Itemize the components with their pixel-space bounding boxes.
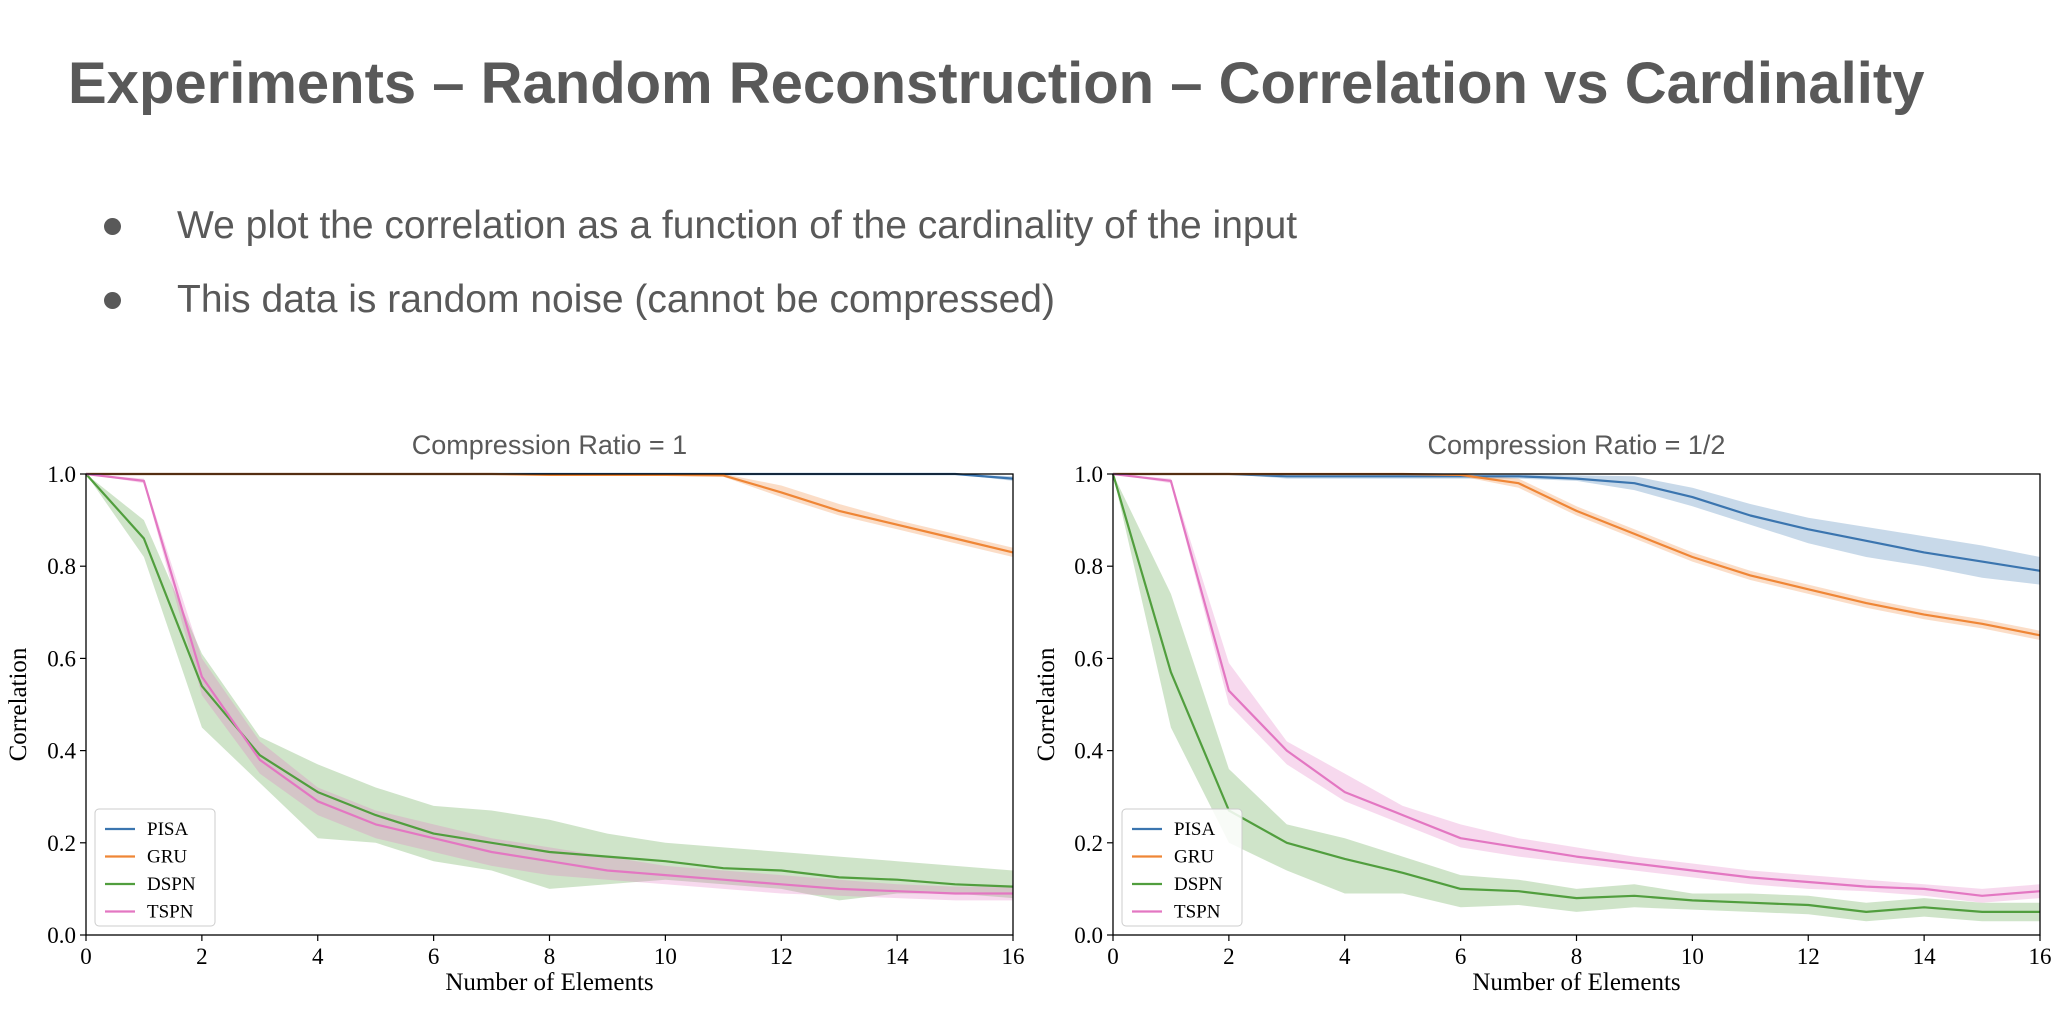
x-tick-label: 16	[1002, 944, 1025, 969]
legend-label-gru: GRU	[1174, 847, 1214, 868]
series-line-pisa	[1113, 472, 2041, 572]
y-tick-label: 1.0	[47, 462, 76, 487]
x-tick-label: 14	[1913, 944, 1937, 969]
y-tick-label: 0.4	[47, 739, 76, 764]
band-tspn	[1113, 474, 2040, 903]
bullet-dot-icon	[104, 292, 121, 309]
x-tick-label: 10	[654, 944, 677, 969]
legend-box	[1121, 808, 1243, 927]
x-tick-label: 10	[1681, 944, 1704, 969]
bullet-text: This data is random noise (cannot be com…	[177, 278, 1055, 321]
band-tspn	[86, 474, 1013, 901]
x-tick-label: 12	[1797, 944, 1820, 969]
legend-label-tspn: TSPN	[147, 902, 194, 923]
x-tick-label: 4	[312, 944, 324, 969]
y-tick-label: 0.8	[47, 554, 76, 579]
y-tick-label: 0.0	[47, 923, 76, 948]
x-tick-label: 2	[196, 944, 208, 969]
y-tick-label: 0.2	[1074, 831, 1103, 856]
y-tick-label: 0.0	[1074, 923, 1103, 948]
x-tick-label: 2	[1223, 944, 1235, 969]
legend-label-gru: GRU	[147, 847, 187, 868]
band-dspn	[86, 474, 1013, 901]
y-tick-label: 0.6	[1074, 646, 1103, 671]
x-tick-label: 6	[428, 944, 440, 969]
legend-label-dspn: DSPN	[147, 874, 196, 895]
legend-label-pisa: PISA	[147, 819, 188, 840]
x-tick-label: 16	[2029, 944, 2052, 969]
series-line-tspn	[1112, 472, 2041, 897]
series-line-gru	[86, 472, 1014, 554]
y-axis-label: Correlation	[1033, 647, 1060, 761]
legend: PISA GRU DSPN TSPN	[1121, 808, 1243, 927]
x-tick-label: 0	[80, 944, 92, 969]
x-tick-label: 12	[770, 944, 793, 969]
chart-title: Compression Ratio = 1	[412, 430, 687, 460]
band-gru	[86, 474, 1013, 557]
chart-compression-ratio-1: Compression Ratio = 1 0 2 4 6 8 10 12 14 16 0.0 0.2…	[5, 430, 1025, 996]
legend: PISA GRU DSPN TSPN	[94, 808, 216, 927]
x-tick-label: 14	[886, 944, 910, 969]
x-tick-label: 4	[1339, 944, 1351, 969]
series-line-tspn	[85, 472, 1013, 895]
legend-box	[94, 808, 216, 927]
y-tick-label: 0.2	[47, 831, 76, 856]
slide-title: Experiments – Random Reconstruction – Co…	[68, 51, 1925, 116]
y-tick-label: 0.8	[1074, 554, 1103, 579]
x-tick-label: 8	[1571, 944, 1583, 969]
x-axis-label: Number of Elements	[445, 969, 653, 996]
chart-compression-ratio-half: Compression Ratio = 1/2 0 2 4 6 8 10 12 14 16 0.0 0…	[1033, 430, 2052, 996]
legend-label-tspn: TSPN	[1174, 902, 1221, 923]
y-axis-label: Correlation	[5, 647, 32, 761]
x-tick-label: 8	[544, 944, 556, 969]
chart-title: Compression Ratio = 1/2	[1428, 430, 1726, 460]
bullet-dot-icon	[104, 218, 121, 235]
bullet-text: We plot the correlation as a function of…	[177, 204, 1298, 247]
x-tick-label: 0	[1107, 944, 1119, 969]
x-axis-label: Number of Elements	[1472, 969, 1680, 996]
y-tick-label: 0.6	[47, 646, 76, 671]
y-tick-label: 1.0	[1074, 462, 1103, 487]
band-gru	[1113, 474, 2040, 640]
y-tick-label: 0.4	[1074, 739, 1103, 764]
band-pisa	[1113, 474, 2040, 585]
legend-label-dspn: DSPN	[1174, 874, 1223, 895]
x-tick-label: 6	[1455, 944, 1467, 969]
series-line-dspn	[1111, 473, 2040, 913]
legend-label-pisa: PISA	[1174, 819, 1215, 840]
